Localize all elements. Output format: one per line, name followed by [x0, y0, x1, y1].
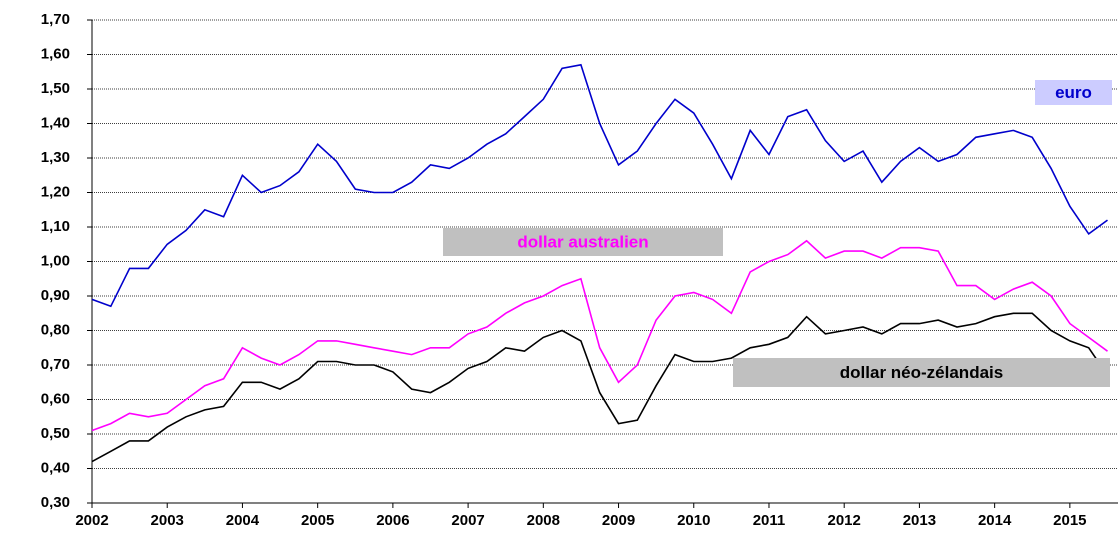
y-tick-label: 1,40: [41, 114, 70, 131]
y-tick-label: 1,60: [41, 45, 70, 62]
x-tick-label: 2006: [376, 512, 409, 529]
series-line: [91, 239, 1108, 432]
legend-label: dollar néo-zélandais: [840, 363, 1003, 382]
series-line: [91, 63, 1108, 308]
x-tick-label: 2013: [903, 512, 936, 529]
y-tick-label: 1,00: [41, 252, 70, 269]
y-tick-label: 1,10: [41, 218, 70, 235]
x-tick-label: 2010: [677, 512, 710, 529]
x-tick-label: 2005: [301, 512, 334, 529]
legend-label: dollar australien: [517, 232, 648, 251]
y-tick-label: 0,60: [41, 390, 70, 407]
legend-box: [443, 228, 723, 256]
x-tick-label: 2007: [451, 512, 484, 529]
series-line: [91, 312, 1109, 463]
y-tick-label: 0,70: [41, 356, 70, 373]
x-tick-label: 2009: [602, 512, 635, 529]
x-tick-label: 2014: [978, 512, 1012, 529]
y-tick-label: 1,70: [41, 11, 70, 28]
y-tick-label: 1,50: [41, 80, 70, 97]
x-tick-label: 2012: [828, 512, 861, 529]
legend-box: [1035, 80, 1112, 105]
legend-box: [733, 358, 1110, 387]
x-tick-label: 2008: [527, 512, 560, 529]
x-tick-label: 2003: [151, 512, 184, 529]
y-tick-label: 1,20: [41, 183, 70, 200]
y-tick-label: 0,80: [41, 321, 70, 338]
y-tick-label: 0,30: [41, 494, 70, 511]
y-tick-label: 0,40: [41, 459, 70, 476]
x-tick-label: 2002: [75, 512, 108, 529]
x-tick-label: 2015: [1053, 512, 1086, 529]
y-tick-label: 0,90: [41, 287, 70, 304]
x-tick-label: 2004: [226, 512, 260, 529]
x-tick-label: 2011: [753, 512, 786, 529]
legend-label: euro: [1055, 83, 1092, 102]
y-tick-label: 1,30: [41, 149, 70, 166]
y-tick-label: 0,50: [41, 425, 70, 442]
